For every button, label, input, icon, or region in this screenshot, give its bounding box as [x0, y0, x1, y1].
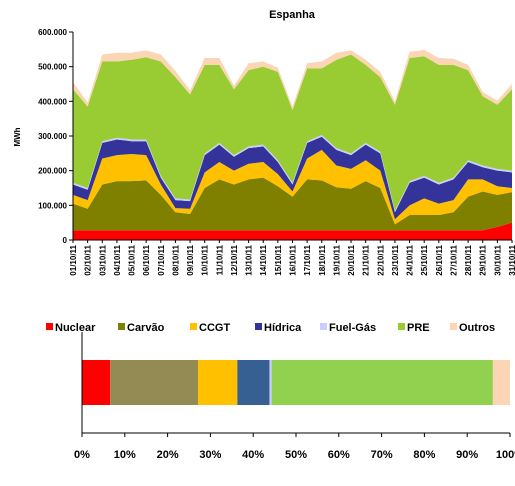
legend-swatch: [450, 323, 457, 330]
x-tick-label: 90%: [456, 449, 478, 461]
y-tick-label: 0: [63, 236, 68, 245]
x-tick-label: 60%: [328, 449, 350, 461]
x-tick-label: 15/10/11: [274, 244, 283, 275]
x-tick-label: 03/10/11: [98, 244, 107, 275]
legend-label: Outros: [459, 322, 495, 334]
y-axis-label: MWh: [13, 127, 22, 146]
x-tick-label: 14/10/11: [259, 244, 268, 275]
bar-segment: [197, 360, 238, 405]
area: [73, 222, 512, 240]
area: [73, 54, 512, 211]
x-tick-label: 16/10/11: [289, 244, 298, 275]
x-tick-label: 0%: [74, 449, 90, 461]
x-tick-label: 09/10/11: [186, 244, 195, 275]
legend-label: Hídrica: [264, 322, 302, 334]
x-tick-label: 26/10/11: [435, 244, 444, 275]
bar-segment: [82, 360, 111, 405]
x-tick-label: 13/10/11: [245, 244, 254, 275]
x-tick-label: 08/10/11: [171, 244, 180, 275]
x-tick-label: 17/10/11: [303, 244, 312, 275]
legend-label: Nuclear: [55, 322, 96, 334]
x-tick-label: 28/10/11: [464, 244, 473, 275]
x-tick-label: 12/10/11: [230, 244, 239, 275]
y-tick-label: 500.000: [38, 63, 67, 72]
x-tick-label: 19/10/11: [332, 244, 341, 275]
x-tick-label: 30/10/11: [493, 244, 502, 275]
bar-segment: [269, 360, 272, 405]
chart-title: Espanha: [269, 9, 316, 21]
x-tick-label: 24/10/11: [406, 244, 415, 275]
x-tick-label: 07/10/11: [157, 244, 166, 275]
x-tick-label: 100%: [496, 449, 515, 461]
x-tick-label: 18/10/11: [318, 244, 327, 275]
x-tick-label: 04/10/11: [113, 244, 122, 275]
legend-label: Fuel-Gás: [329, 322, 376, 334]
legend-swatch: [255, 323, 262, 330]
area: [73, 177, 512, 231]
y-tick-label: 600.000: [38, 28, 67, 37]
y-tick-label: 200.000: [38, 167, 67, 176]
x-tick-label: 11/10/11: [215, 244, 224, 275]
x-tick-label: 50%: [285, 449, 307, 461]
legend-swatch: [190, 323, 197, 330]
legend-label: PRE: [407, 322, 430, 334]
x-tick-label: 30%: [199, 449, 221, 461]
x-tick-label: 27/10/11: [449, 244, 458, 275]
x-tick-label: 70%: [371, 449, 393, 461]
x-tick-label: 10/10/11: [201, 244, 210, 275]
x-tick-label: 25/10/11: [420, 244, 429, 275]
y-tick-label: 400.000: [38, 97, 67, 106]
x-tick-label: 20%: [157, 449, 179, 461]
x-tick-label: 22/10/11: [376, 244, 385, 275]
x-tick-label: 80%: [413, 449, 435, 461]
bar-segment: [492, 360, 510, 405]
legend-swatch: [320, 323, 327, 330]
x-tick-label: 31/10/11: [508, 244, 515, 275]
y-tick-label: 300.000: [38, 132, 67, 141]
x-tick-label: 06/10/11: [142, 244, 151, 275]
legend-swatch: [398, 323, 405, 330]
bar-segment: [110, 360, 198, 405]
legend-label: Carvão: [127, 322, 165, 334]
x-tick-label: 02/10/11: [84, 244, 93, 275]
area: [73, 136, 512, 220]
y-tick-label: 100.000: [38, 201, 67, 210]
x-tick-label: 21/10/11: [362, 244, 371, 275]
x-tick-label: 40%: [242, 449, 264, 461]
bar-segment: [237, 360, 270, 405]
area: [73, 50, 512, 110]
legend-swatch: [118, 323, 125, 330]
x-tick-label: 23/10/11: [391, 244, 400, 275]
x-tick-label: 20/10/11: [347, 244, 356, 275]
bar-segment: [271, 360, 493, 405]
x-tick-label: 10%: [114, 449, 136, 461]
x-tick-label: 01/10/11: [69, 244, 78, 275]
x-tick-label: 29/10/11: [479, 244, 488, 275]
legend-label: CCGT: [199, 322, 230, 334]
legend-swatch: [46, 323, 53, 330]
x-tick-label: 05/10/11: [128, 244, 137, 275]
area: [73, 149, 512, 225]
